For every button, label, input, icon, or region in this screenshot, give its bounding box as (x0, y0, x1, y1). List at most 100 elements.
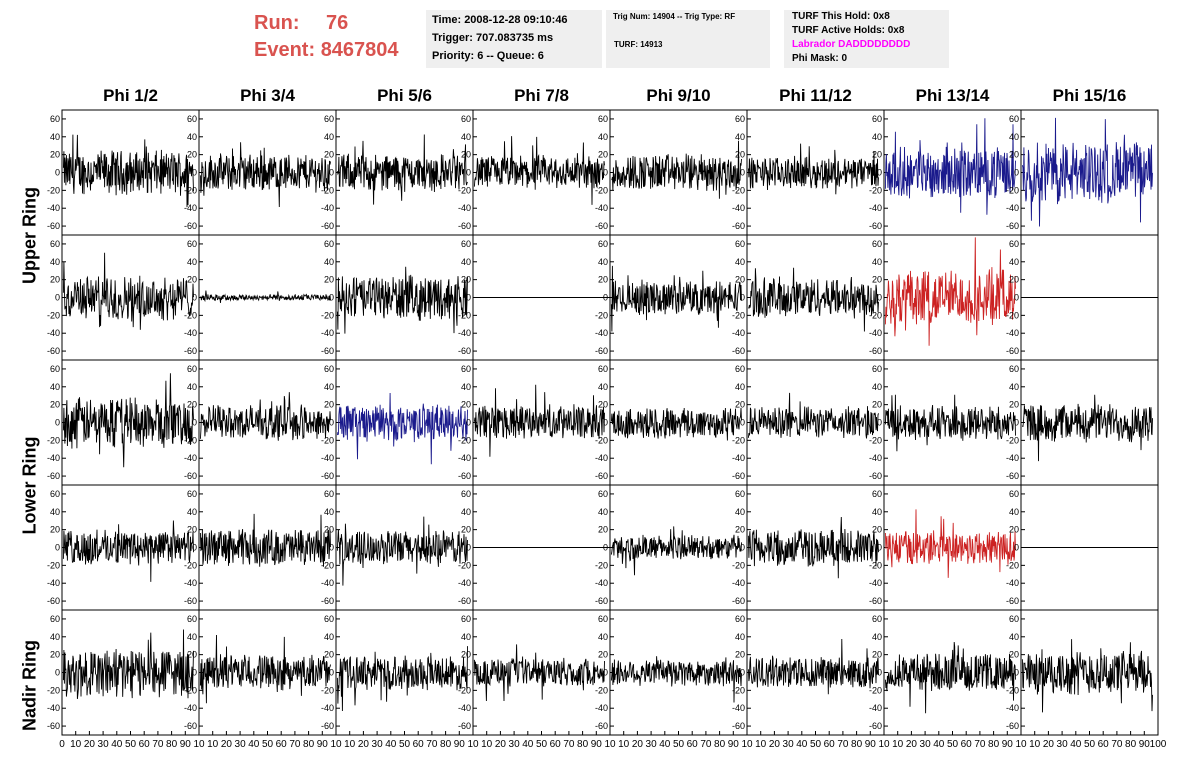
y-tick-label: -20 (595, 560, 608, 570)
y-tick-label: -60 (47, 721, 60, 731)
x-tick-label: 90 (180, 739, 192, 750)
y-tick-label: -40 (732, 203, 745, 213)
y-tick-label: -40 (595, 328, 608, 338)
y-tick-label: 0 (1014, 668, 1019, 678)
y-tick-label: 0 (740, 168, 745, 178)
x-tick-label: 90 (1139, 739, 1151, 750)
waveform-trace (884, 641, 1016, 714)
y-tick-label: -60 (869, 721, 882, 731)
y-tick-label: -60 (732, 221, 745, 231)
y-tick-label: 20 (324, 275, 334, 285)
y-tick-label: 0 (603, 543, 608, 553)
y-tick-label: 40 (872, 382, 882, 392)
y-tick-label: -20 (47, 560, 60, 570)
y-tick-label: 0 (466, 668, 471, 678)
y-tick-label: -40 (732, 328, 745, 338)
y-tick-label: -40 (869, 203, 882, 213)
y-tick-label: 40 (872, 632, 882, 642)
y-tick-label: 40 (50, 507, 60, 517)
x-tick-label: 80 (303, 739, 315, 750)
y-tick-label: 60 (1009, 614, 1019, 624)
y-tick-label: -20 (47, 435, 60, 445)
y-tick-label: -40 (321, 453, 334, 463)
y-tick-label: 20 (324, 525, 334, 535)
y-tick-label: -20 (321, 310, 334, 320)
y-tick-label: -20 (458, 685, 471, 695)
y-tick-label: -40 (184, 578, 197, 588)
x-tick-label: 90 (317, 739, 329, 750)
y-tick-label: -60 (458, 471, 471, 481)
x-tick-label: 20 (632, 739, 644, 750)
waveform-trace (884, 394, 1016, 452)
y-tick-label: -20 (1006, 560, 1019, 570)
y-tick-label: -40 (47, 328, 60, 338)
y-tick-label: 20 (735, 400, 745, 410)
y-tick-label: 20 (324, 150, 334, 160)
y-tick-label: 20 (872, 400, 882, 410)
y-tick-label: 0 (877, 418, 882, 428)
y-tick-label: 0 (466, 293, 471, 303)
x-tick-label: 90 (865, 739, 877, 750)
y-tick-label: 0 (192, 668, 197, 678)
y-tick-label: 20 (1009, 150, 1019, 160)
y-tick-label: -20 (1006, 185, 1019, 195)
waveform-trace (747, 638, 879, 695)
y-tick-label: 20 (461, 400, 471, 410)
x-tick-label: 40 (248, 739, 260, 750)
y-tick-label: 40 (50, 132, 60, 142)
y-tick-label: 0 (329, 168, 334, 178)
y-tick-label: -20 (595, 435, 608, 445)
y-tick-label: -40 (1006, 453, 1019, 463)
x-tick-label: 30 (98, 739, 110, 750)
y-tick-label: -20 (321, 560, 334, 570)
y-tick-label: 40 (324, 382, 334, 392)
y-tick-label: -60 (458, 346, 471, 356)
column-header: Phi 13/14 (915, 86, 990, 105)
x-tick-label: 70 (426, 739, 438, 750)
run-value: 76 (326, 12, 349, 34)
waveform-trace (884, 118, 1016, 215)
x-tick-label: 50 (399, 739, 411, 750)
x-tick-label: 30 (509, 739, 521, 750)
x-tick-label: 60 (276, 739, 288, 750)
y-tick-label: 60 (735, 114, 745, 124)
y-tick-label: -20 (869, 185, 882, 195)
y-tick-label: 20 (598, 525, 608, 535)
y-tick-label: -40 (1006, 578, 1019, 588)
y-tick-label: 0 (466, 168, 471, 178)
y-tick-label: -40 (184, 328, 197, 338)
y-tick-label: 0 (55, 668, 60, 678)
y-tick-label: 60 (50, 614, 60, 624)
y-tick-label: 20 (187, 525, 197, 535)
y-tick-label: 60 (324, 614, 334, 624)
y-tick-label: 20 (598, 650, 608, 660)
y-tick-label: 20 (872, 150, 882, 160)
y-tick-label: 0 (192, 293, 197, 303)
x-tick-label: 80 (166, 739, 178, 750)
y-tick-label: -40 (47, 578, 60, 588)
y-tick-label: -60 (321, 346, 334, 356)
x-tick-label: 80 (1125, 739, 1137, 750)
y-tick-label: 0 (740, 543, 745, 553)
y-tick-label: 20 (461, 150, 471, 160)
y-tick-label: -40 (869, 703, 882, 713)
x-tick-label: 60 (961, 739, 973, 750)
waveform-trace (473, 644, 605, 702)
x-tick-label: 60 (139, 739, 151, 750)
y-tick-label: -60 (1006, 221, 1019, 231)
y-tick-label: -60 (869, 596, 882, 606)
y-tick-label: -40 (184, 703, 197, 713)
run-label: Run: (254, 12, 300, 34)
y-tick-label: -20 (321, 185, 334, 195)
y-tick-label: 60 (187, 364, 197, 374)
y-tick-label: 40 (598, 257, 608, 267)
y-tick-label: 0 (877, 543, 882, 553)
y-tick-label: 60 (598, 364, 608, 374)
y-tick-label: -60 (595, 596, 608, 606)
y-tick-label: 0 (877, 168, 882, 178)
y-tick-label: 60 (50, 239, 60, 249)
turf-text: TURF: 14913 (614, 40, 663, 49)
y-tick-label: 20 (598, 150, 608, 160)
y-tick-label: -40 (595, 578, 608, 588)
